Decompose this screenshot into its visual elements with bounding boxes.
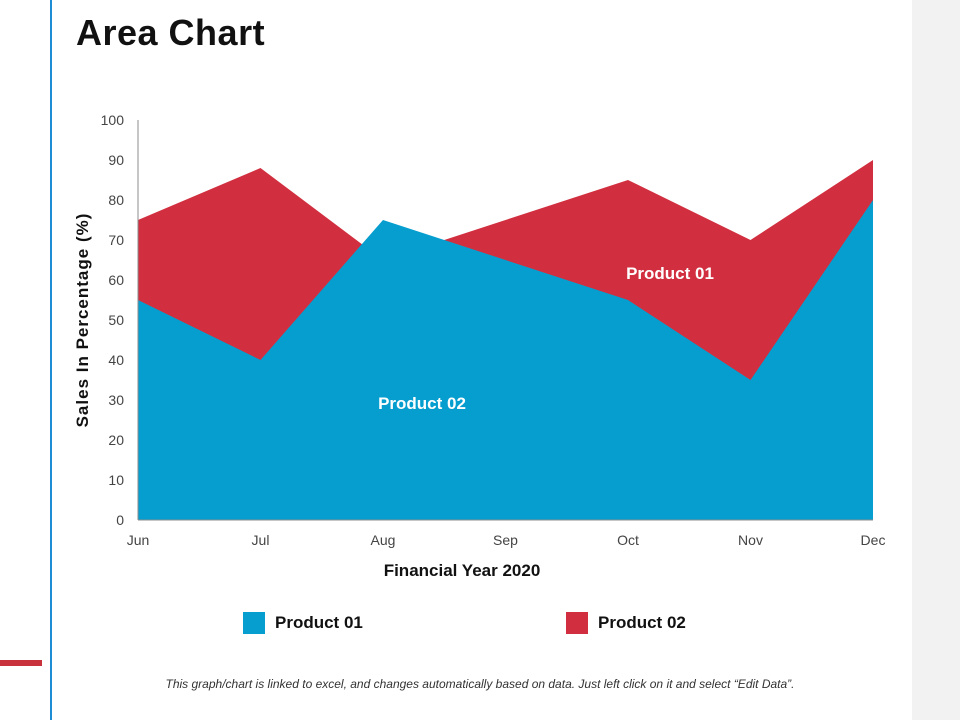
x-axis-ticks: Jun Jul Aug Sep Oct Nov Dec [127, 532, 886, 548]
x-tick-label: Jul [252, 532, 270, 548]
annotation-product-01: Product 01 [626, 264, 714, 283]
y-tick-label: 70 [108, 232, 124, 248]
side-panel [912, 0, 960, 720]
y-axis-title: Sales In Percentage (%) [73, 213, 92, 428]
x-tick-label: Oct [617, 532, 639, 548]
page-title: Area Chart [76, 12, 266, 53]
y-axis-ticks: 0 10 20 30 40 50 60 70 80 90 100 [101, 112, 125, 528]
y-tick-label: 60 [108, 272, 124, 288]
left-accent-bar [0, 660, 42, 666]
annotation-product-02: Product 02 [378, 394, 466, 413]
x-tick-label: Nov [738, 532, 763, 548]
legend-item-product-01: Product 01 [243, 612, 363, 634]
y-tick-label: 80 [108, 192, 124, 208]
y-tick-label: 30 [108, 392, 124, 408]
y-tick-label: 50 [108, 312, 124, 328]
legend-label-product-01: Product 01 [275, 613, 363, 632]
x-tick-label: Dec [861, 532, 886, 548]
chart-axes [137, 120, 873, 521]
chart-legend: Product 01 Product 02 [0, 612, 912, 640]
legend-swatch-product-01 [243, 612, 265, 634]
y-tick-label: 90 [108, 152, 124, 168]
legend-label-product-02: Product 02 [598, 613, 686, 632]
y-tick-label: 100 [101, 112, 125, 128]
x-tick-label: Aug [371, 532, 396, 548]
area-product-01 [138, 200, 873, 520]
legend-swatch-product-02 [566, 612, 588, 634]
left-accent-line [50, 0, 52, 720]
x-axis-title: Financial Year 2020 [384, 561, 541, 580]
y-tick-label: 20 [108, 432, 124, 448]
y-tick-label: 40 [108, 352, 124, 368]
legend-item-product-02: Product 02 [566, 612, 686, 634]
x-tick-label: Jun [127, 532, 150, 548]
y-tick-label: 0 [116, 512, 124, 528]
chart-areas [138, 160, 873, 520]
x-tick-label: Sep [493, 532, 518, 548]
y-tick-label: 10 [108, 472, 124, 488]
footnote: This graph/chart is linked to excel, and… [165, 677, 795, 691]
